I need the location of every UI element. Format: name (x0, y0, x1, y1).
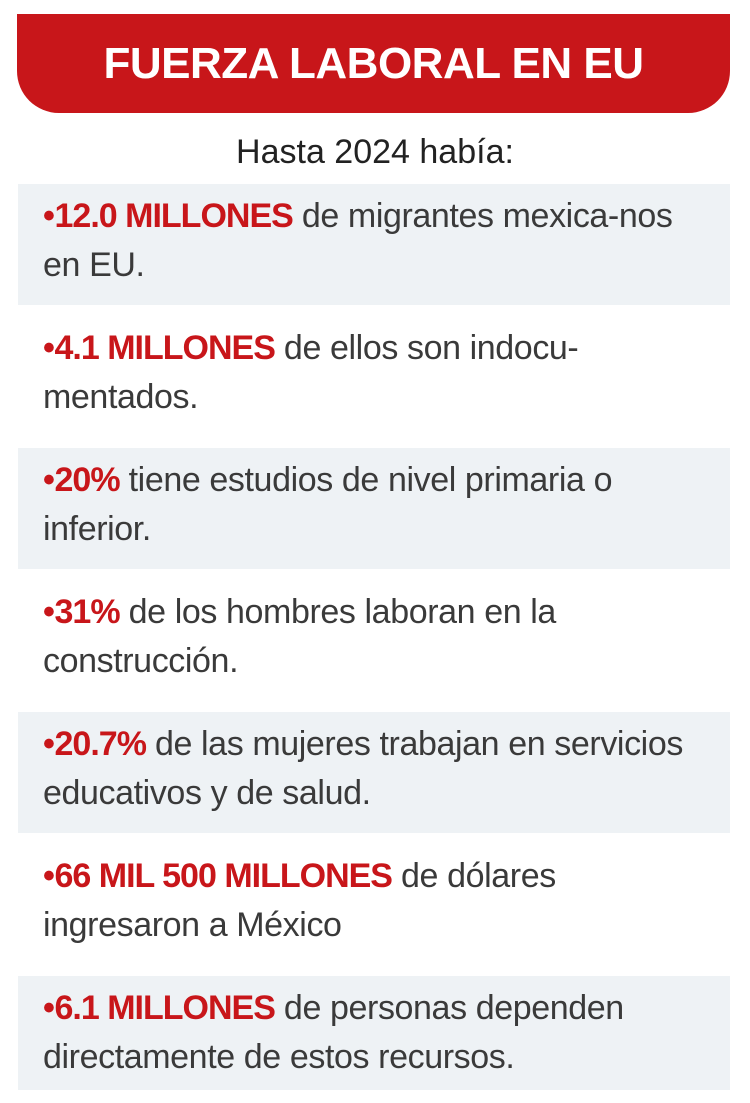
item-text: de las mujeres trabajan en servicios edu… (43, 725, 683, 812)
list-item: •20% tiene estudios de nivel primaria o … (18, 448, 730, 569)
list-item: •66 MIL 500 MILLONES de dólares ingresar… (18, 844, 730, 965)
item-highlight: 66 MIL 500 MILLONES (54, 857, 393, 895)
item-text: de migrantes mexica-nos en EU. (43, 197, 673, 284)
item-text: de personas dependen directamente de est… (43, 989, 624, 1076)
stats-list: •12.0 MILLONES de migrantes mexica-nos e… (18, 184, 730, 1090)
item-highlight: 20% (54, 461, 121, 499)
item-highlight: 12.0 MILLONES (54, 197, 294, 235)
page-title: FUERZA LABORAL EN EU (103, 38, 645, 88)
title-banner: FUERZA LABORAL EN EU (17, 14, 730, 113)
item-text: de ellos son indocu-mentados. (43, 329, 579, 416)
bullet-icon: • (43, 197, 55, 235)
list-item: •31% de los hombres laboran en la constr… (18, 580, 730, 701)
bullet-icon: • (43, 329, 55, 367)
list-item: •6.1 MILLONES de personas dependen direc… (18, 976, 730, 1090)
item-text: tiene estudios de nivel primaria o infer… (43, 461, 613, 548)
list-item: •20.7% de las mujeres trabajan en servic… (18, 712, 730, 833)
list-item: •12.0 MILLONES de migrantes mexica-nos e… (18, 184, 730, 305)
bullet-icon: • (43, 857, 55, 895)
bullet-icon: • (43, 989, 55, 1027)
item-text: de los hombres laboran en la construcció… (43, 593, 556, 680)
bullet-icon: • (43, 461, 55, 499)
item-text: de dólares ingresaron a México (43, 857, 556, 944)
bullet-icon: • (43, 725, 55, 763)
bullet-icon: • (43, 593, 55, 631)
subtitle: Hasta 2024 había: (236, 133, 514, 171)
item-highlight: 4.1 MILLONES (54, 329, 276, 367)
item-highlight: 31% (54, 593, 121, 631)
item-highlight: 20.7% (54, 725, 147, 763)
list-item: •4.1 MILLONES de ellos son indocu-mentad… (18, 316, 730, 437)
item-highlight: 6.1 MILLONES (54, 989, 276, 1027)
